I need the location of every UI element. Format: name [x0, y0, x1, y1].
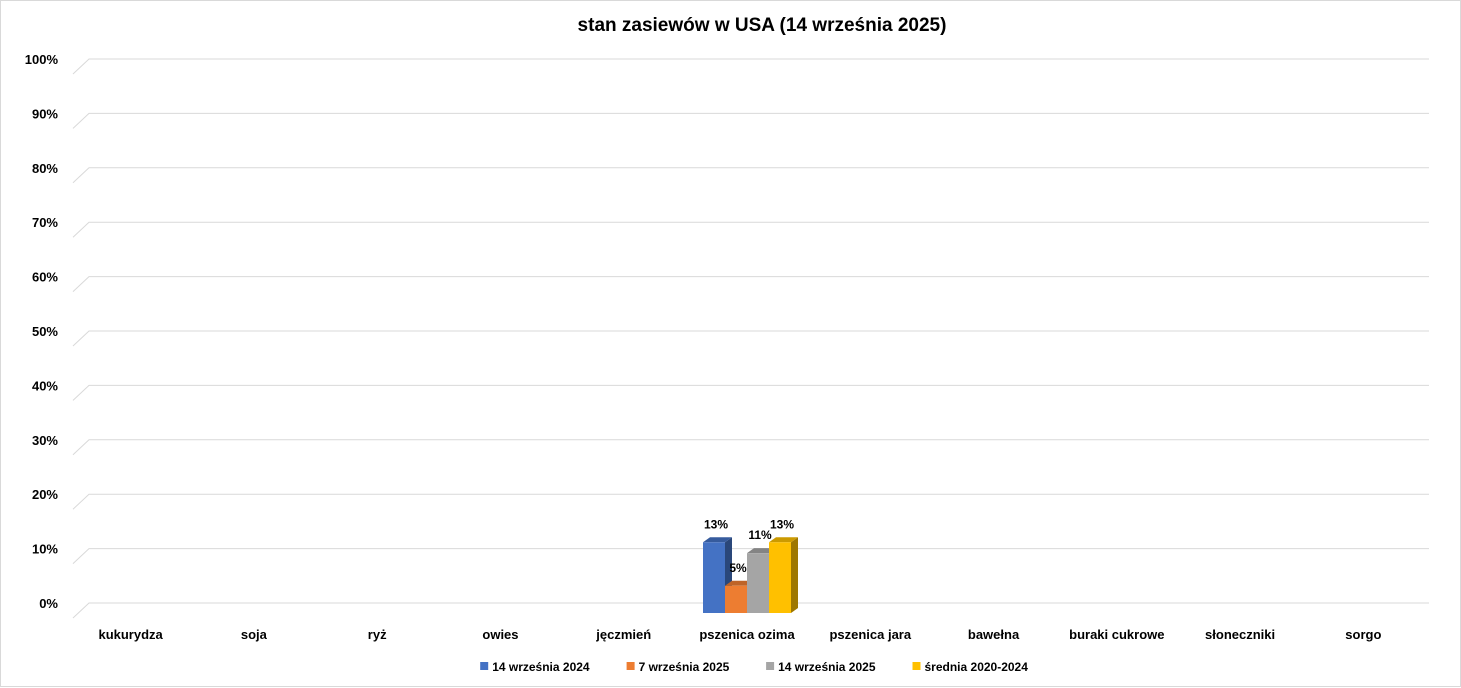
y-tick-label: 50%: [32, 324, 58, 339]
bar: [769, 537, 798, 613]
legend-label: średnia 2020-2024: [925, 660, 1029, 674]
x-category-label: pszenica ozima: [699, 627, 795, 642]
bar-front: [747, 553, 769, 613]
data-label: 13%: [704, 517, 728, 531]
bar-front: [703, 542, 725, 613]
legend-item: 7 września 2025: [626, 660, 730, 674]
y-tick-label: 100%: [25, 52, 59, 67]
y-axis-ticks: 0% 10% 20% 30% 40% 50% 60% 70% 80% 90% 100%: [25, 52, 59, 611]
gridline: [72, 384, 1429, 401]
x-category-label: buraki cukrowe: [1069, 627, 1164, 642]
bar-top: [725, 580, 754, 586]
gridline: [72, 167, 1429, 184]
x-category-label: słoneczniki: [1205, 627, 1275, 642]
x-category-label: sorgo: [1345, 627, 1381, 642]
gridline: [72, 276, 1429, 292]
legend-label: 14 września 2025: [778, 660, 876, 674]
x-category-label: kukurydza: [98, 627, 163, 642]
bar-top: [747, 548, 776, 554]
data-labels: 13%5%11%13%: [704, 517, 794, 575]
bar-top: [769, 537, 798, 543]
chart-title: stan zasiewów w USA (14 września 2025): [578, 15, 947, 36]
gridline: [72, 58, 1429, 75]
x-category-label: ryż: [368, 627, 387, 642]
data-label: 5%: [729, 561, 747, 575]
legend-swatch: [480, 662, 489, 670]
y-tick-label: 40%: [32, 378, 58, 393]
bars: [703, 537, 798, 613]
data-label: 11%: [748, 528, 772, 542]
x-category-label: pszenica jara: [829, 627, 911, 642]
legend: 14 września 2024 7 września 2025 14 wrześn…: [480, 660, 1028, 674]
legend-swatch: [912, 662, 921, 670]
gridline: [72, 112, 1429, 129]
data-label: 13%: [770, 517, 794, 531]
x-category-label: owies: [482, 627, 518, 642]
bar-front: [769, 542, 791, 613]
y-tick-label: 70%: [32, 215, 58, 230]
gridline: [72, 548, 1429, 564]
y-tick-label: 90%: [32, 106, 58, 121]
gridline: [72, 493, 1429, 510]
bar-side: [791, 537, 798, 613]
legend-swatch: [766, 662, 775, 670]
x-category-label: bawełna: [968, 627, 1020, 642]
legend-item: średnia 2020-2024: [912, 660, 1029, 674]
legend-item: 14 września 2024: [480, 660, 590, 674]
gridline: [72, 330, 1429, 347]
legend-item: 14 września 2025: [766, 660, 876, 674]
y-tick-label: 10%: [32, 542, 58, 557]
legend-swatch: [626, 662, 635, 670]
x-axis-categories: kukurydza soja ryż owies jęczmień pszenica oz…: [98, 627, 1381, 642]
y-tick-label: 80%: [32, 161, 58, 176]
gridline: [72, 602, 1429, 619]
y-tick-label: 30%: [32, 433, 58, 448]
bar-front: [725, 585, 747, 613]
x-category-label: soja: [241, 627, 268, 642]
legend-label: 7 września 2025: [639, 660, 730, 674]
gridlines: [72, 58, 1429, 619]
y-tick-label: 20%: [32, 487, 58, 502]
legend-label: 14 września 2024: [492, 660, 590, 674]
gridline: [72, 221, 1429, 238]
x-category-label: jęczmień: [595, 627, 651, 642]
y-tick-label: 60%: [32, 270, 58, 285]
bar-top: [703, 537, 732, 543]
gridline: [72, 439, 1429, 456]
y-tick-label: 0%: [39, 596, 58, 611]
